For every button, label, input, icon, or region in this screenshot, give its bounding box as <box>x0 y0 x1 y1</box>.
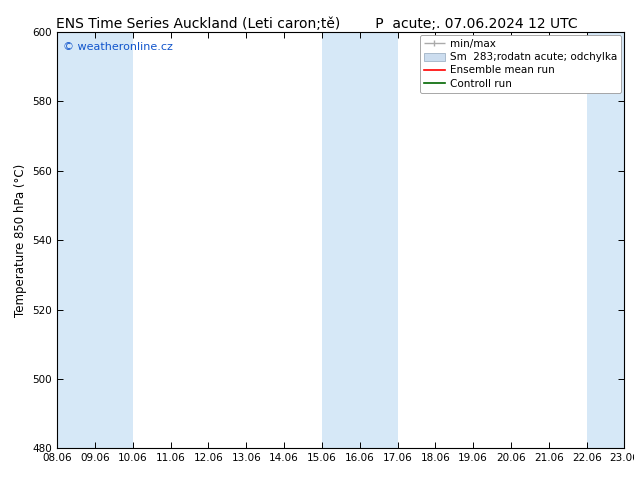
Bar <box>586 32 634 448</box>
Bar <box>322 32 398 448</box>
Legend: min/max, Sm  283;rodatn acute; odchylka, Ensemble mean run, Controll run: min/max, Sm 283;rodatn acute; odchylka, … <box>420 35 621 93</box>
Y-axis label: Temperature 850 hPa (°C): Temperature 850 hPa (°C) <box>14 164 27 317</box>
Text: © weatheronline.cz: © weatheronline.cz <box>63 42 172 52</box>
Bar <box>57 32 133 448</box>
Text: ENS Time Series Auckland (Leti caron;tě)        P  acute;. 07.06.2024 12 UTC: ENS Time Series Auckland (Leti caron;tě)… <box>56 17 578 31</box>
